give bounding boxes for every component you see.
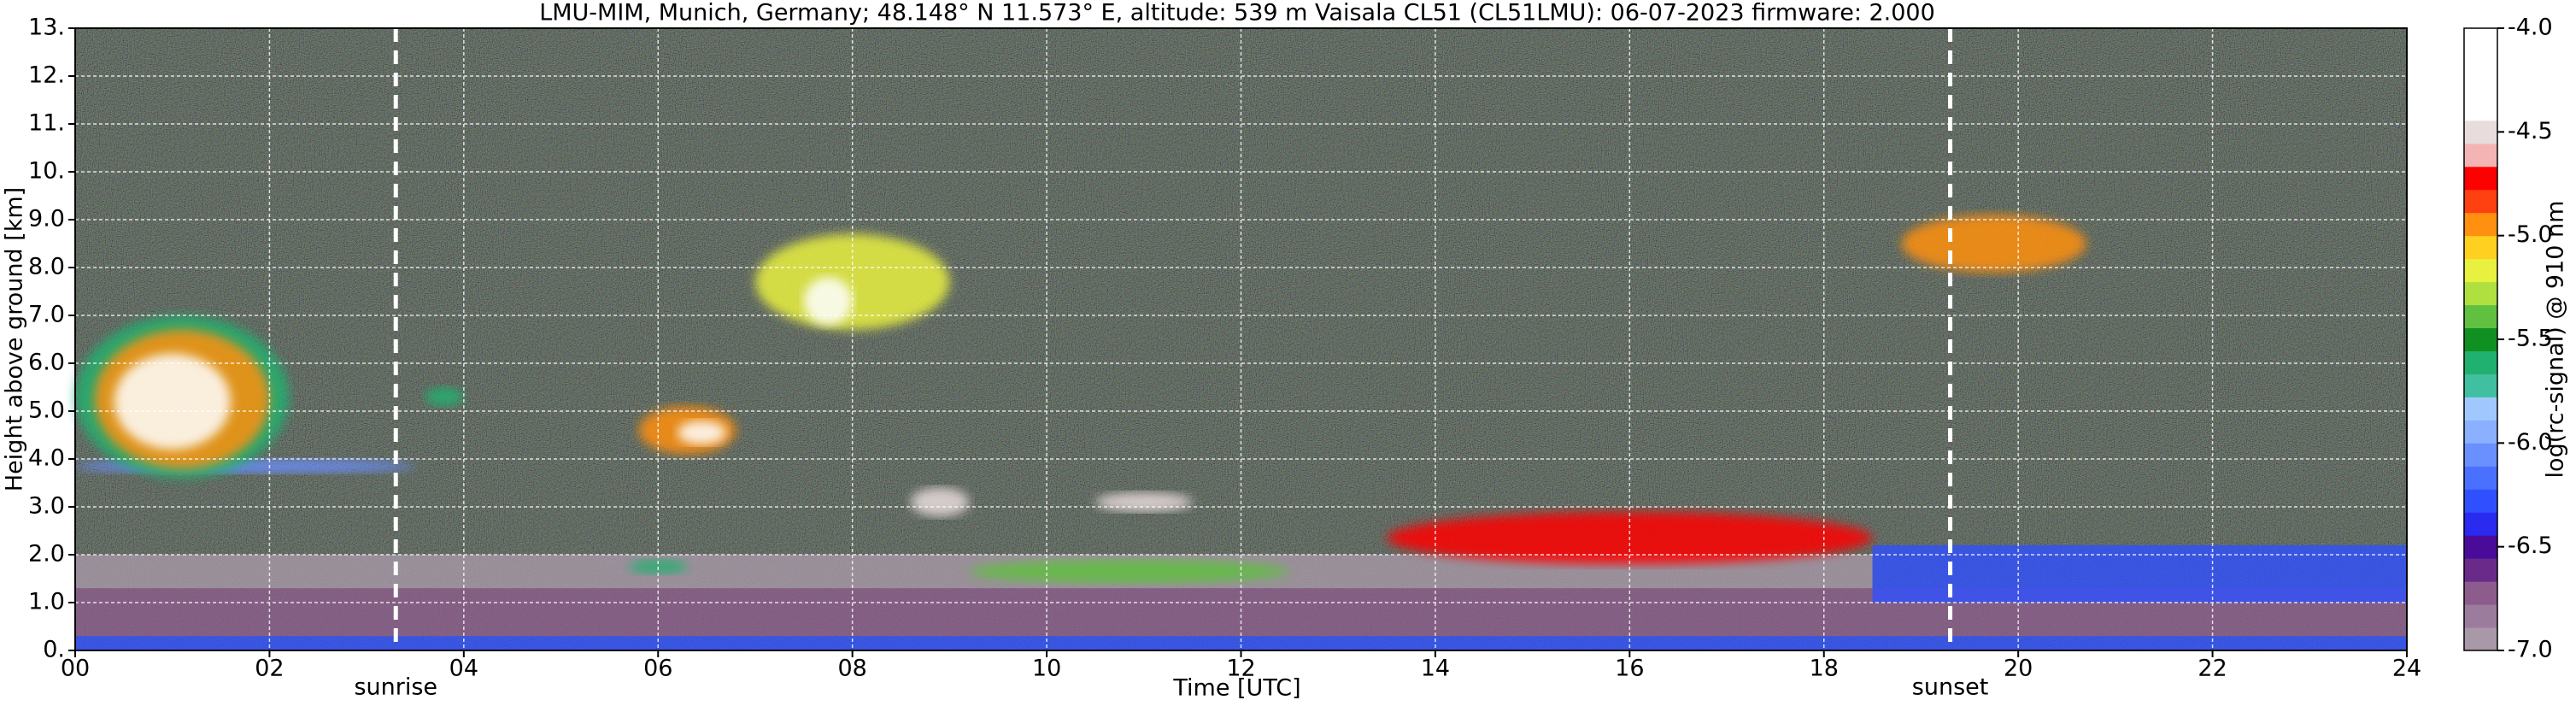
x-tick-label: 12 bbox=[1226, 656, 1255, 682]
signal-region bbox=[910, 487, 970, 517]
chart-title: LMU-MIM, Munich, Germany; 48.148° N 11.5… bbox=[539, 0, 1935, 26]
colorbar-tick-label: -4.5 bbox=[2508, 118, 2553, 144]
colorbar-swatch bbox=[2464, 489, 2497, 513]
colorbar-swatch bbox=[2464, 604, 2497, 628]
colorbar-swatch bbox=[2464, 143, 2497, 168]
x-tick-label: 00 bbox=[61, 656, 90, 682]
colorbar-swatch bbox=[2464, 50, 2497, 75]
colorbar-tick-label: -7.0 bbox=[2508, 637, 2553, 663]
annotation-label: sunrise bbox=[354, 674, 437, 701]
y-tick-label: 9.0 bbox=[28, 206, 65, 232]
colorbar-swatch bbox=[2464, 397, 2497, 421]
signal-region bbox=[677, 421, 726, 445]
colorbar-swatch bbox=[2464, 420, 2497, 444]
x-tick-label: 24 bbox=[2392, 656, 2421, 682]
signal-region bbox=[803, 277, 853, 326]
signal-region bbox=[114, 353, 231, 450]
colorbar-tick-label: -6.5 bbox=[2508, 532, 2553, 559]
colorbar-swatch bbox=[2464, 466, 2497, 490]
y-tick-label: 8.0 bbox=[28, 254, 65, 280]
colorbar-swatch bbox=[2464, 28, 2497, 52]
colorbar-tick-label: -5.0 bbox=[2508, 221, 2553, 248]
colorbar-swatch bbox=[2464, 166, 2497, 191]
y-tick-label: 5.0 bbox=[28, 397, 65, 424]
annotation-label: sunset bbox=[1912, 674, 1989, 701]
y-tick-label: 12. bbox=[28, 62, 65, 89]
colorbar-swatch bbox=[2464, 558, 2497, 582]
x-tick-label: 06 bbox=[643, 656, 672, 682]
colorbar-swatch bbox=[2464, 304, 2497, 329]
signal-region bbox=[1094, 492, 1193, 512]
colorbar-swatch bbox=[2464, 443, 2497, 467]
colorbar-tick-label: -6.0 bbox=[2508, 429, 2553, 456]
colorbar-swatch bbox=[2464, 374, 2497, 397]
y-tick-label: 6.0 bbox=[28, 350, 65, 376]
x-tick-label: 18 bbox=[1810, 656, 1839, 682]
colorbar-swatch bbox=[2464, 212, 2497, 237]
signal-region bbox=[1872, 544, 2407, 603]
x-tick-label: 20 bbox=[2004, 656, 2033, 682]
colorbar-swatch bbox=[2464, 97, 2497, 121]
colorbar-swatch bbox=[2464, 120, 2497, 144]
plot-frame bbox=[74, 27, 2408, 651]
x-tick-label: 22 bbox=[2198, 656, 2227, 682]
signal-region bbox=[1901, 215, 2086, 273]
colorbar-swatch bbox=[2464, 281, 2497, 306]
colorbar-swatch bbox=[2464, 350, 2497, 374]
colorbar-tick-label: -4.0 bbox=[2508, 15, 2553, 41]
colorbar-swatch bbox=[2464, 235, 2497, 260]
y-tick-label: 10. bbox=[28, 158, 65, 185]
x-tick-label: 04 bbox=[449, 656, 478, 682]
y-tick-label: 4.0 bbox=[28, 445, 65, 472]
y-tick-label: 3.0 bbox=[28, 493, 65, 520]
y-axis-label: Height above ground [km] bbox=[2, 187, 28, 491]
x-tick-label: 08 bbox=[837, 656, 866, 682]
colorbar-swatch bbox=[2464, 535, 2497, 559]
colorbar-swatch bbox=[2464, 627, 2497, 651]
x-tick-label: 10 bbox=[1032, 656, 1061, 682]
signal-region bbox=[75, 636, 2407, 650]
colorbar-swatch bbox=[2464, 581, 2497, 605]
y-tick-label: 13. bbox=[28, 15, 65, 41]
colorbar-tick-label: -5.5 bbox=[2508, 326, 2553, 352]
signal-region bbox=[425, 387, 464, 407]
y-tick-label: 7.0 bbox=[28, 302, 65, 328]
x-axis-label: Time [UTC] bbox=[1172, 675, 1300, 702]
colorbar-swatch bbox=[2464, 512, 2497, 536]
y-tick-label: 11. bbox=[28, 110, 65, 137]
colorbar-label: log(rc-signal) @ 910 nm bbox=[2543, 201, 2569, 479]
y-tick-label: 0. bbox=[43, 637, 65, 663]
colorbar-swatch bbox=[2464, 74, 2497, 98]
colorbar-swatch bbox=[2464, 258, 2497, 283]
signal-region bbox=[969, 559, 1290, 584]
colorbar-swatch bbox=[2464, 189, 2497, 214]
x-tick-label: 14 bbox=[1421, 656, 1450, 682]
colorbar-swatch bbox=[2464, 327, 2497, 351]
x-tick-label: 02 bbox=[255, 656, 284, 682]
y-tick-label: 2.0 bbox=[28, 541, 65, 568]
y-tick-label: 1.0 bbox=[28, 589, 65, 615]
x-tick-label: 16 bbox=[1615, 656, 1644, 682]
